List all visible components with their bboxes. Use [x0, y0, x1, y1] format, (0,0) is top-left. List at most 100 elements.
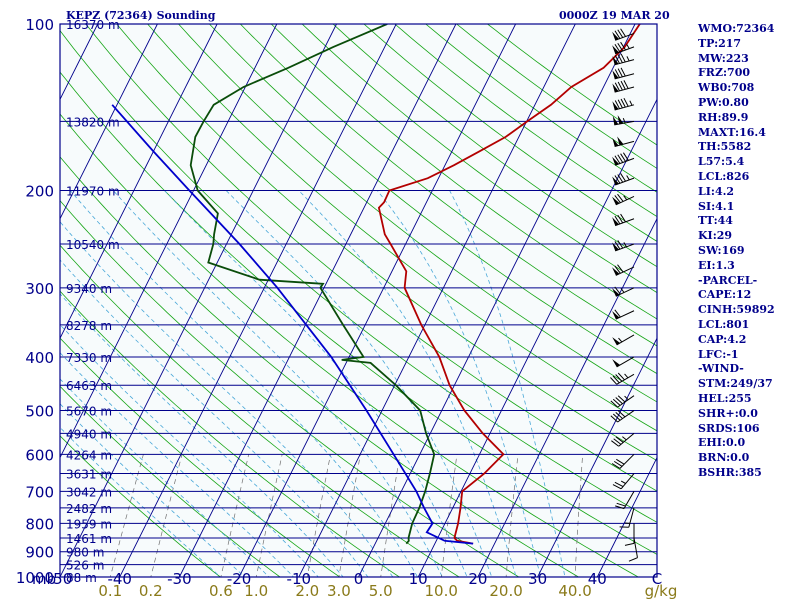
wind-barb-flag — [611, 463, 621, 469]
mixing-ratio-line — [109, 454, 144, 577]
mixing-ratio-tick-label: 3.0 — [327, 582, 351, 600]
dry-adiabat-line — [60, 435, 221, 577]
wind-barb-flag — [620, 41, 626, 51]
dry-adiabat-line — [209, 24, 657, 375]
dry-adiabat-line — [240, 24, 657, 347]
dry-adiabat-line — [116, 24, 657, 462]
wind-barb-pennant — [612, 196, 620, 205]
dry-adiabat-line — [332, 24, 657, 268]
wind-barb-flag — [620, 213, 626, 223]
dry-adiabat-line — [60, 156, 579, 577]
chart-traces — [111, 24, 641, 545]
moist-adiabat-line — [376, 190, 542, 577]
stat-line: SW:169 — [698, 243, 745, 257]
temperature-tick-label: -20 — [227, 570, 252, 588]
dry-adiabat-line — [147, 24, 657, 432]
wind-barb-flag — [614, 82, 620, 92]
mixing-ratio-line — [574, 454, 584, 577]
wind-barb-staff — [617, 395, 635, 408]
stat-line: SI:4.1 — [698, 199, 735, 213]
moist-adiabat-line — [60, 426, 221, 577]
wind-barb-staff — [615, 157, 635, 166]
height-level-label: 13820 m — [66, 115, 120, 129]
dry-adiabat-line — [85, 24, 657, 492]
isotherm-line — [537, 337, 657, 577]
wind-barb-staff — [614, 104, 635, 111]
mixing-ratio-tick-label: 40.0 — [558, 582, 591, 600]
wind-barb-pennant — [612, 337, 621, 345]
isotherm-line — [60, 24, 278, 459]
wind-barb-pennant — [612, 70, 619, 79]
stat-line: WMO:72364 — [698, 22, 775, 35]
temperature-trace — [377, 24, 641, 545]
height-level-label: 5670 m — [66, 405, 112, 419]
wind-barb-flag — [617, 154, 624, 163]
stat-line: TP:217 — [698, 36, 742, 50]
isotherm-line — [477, 217, 657, 577]
wind-barb-flag — [617, 395, 626, 403]
wind-barb-halfflag — [622, 436, 627, 441]
isotherm-line — [178, 24, 457, 577]
wind-barb-staff — [616, 356, 635, 368]
pressure-tick-label: 1000 — [16, 569, 54, 587]
mixing-ratio-unit-label: g/kg — [645, 582, 678, 600]
height-level-label: 8278 m — [66, 319, 112, 333]
wind-barb-flag — [614, 55, 620, 64]
mixing-ratio-tick-label: 5.0 — [369, 582, 393, 600]
moist-adiabat-line — [60, 403, 246, 577]
wind-barb-flag — [620, 67, 626, 77]
moist-adiabat-line — [60, 352, 295, 577]
wind-barb-pennant — [612, 115, 619, 125]
stat-line: -WIND- — [698, 362, 744, 376]
wind-barb-staff — [616, 334, 635, 346]
wind-barb-flag — [614, 175, 621, 184]
dry-adiabat-line — [394, 24, 657, 218]
moist-adiabat-line — [60, 293, 344, 577]
mixing-ratio-line — [338, 454, 361, 577]
stat-line: KI:29 — [698, 229, 733, 243]
stat-line: FRZ:700 — [698, 66, 751, 80]
wind-barb-staff — [615, 243, 635, 252]
wind-barb-pennant — [612, 83, 619, 93]
moist-adiabat-line — [69, 190, 419, 577]
wind-barb-flag — [616, 502, 626, 507]
height-level-label: 7330 m — [66, 351, 112, 365]
wind-barb-halfflag — [620, 480, 626, 484]
wind-barb-staff — [620, 473, 635, 490]
temperature-tick-label: 30 — [528, 570, 547, 588]
wind-barb-flag — [617, 81, 623, 91]
wind-barb-flag — [612, 413, 621, 421]
dry-adiabat-line — [60, 244, 460, 577]
wind-barb-flag — [628, 557, 638, 562]
mixing-ratio-line — [380, 454, 401, 577]
dry-adiabat-line — [487, 24, 657, 146]
stat-line: WB0:708 — [698, 81, 755, 95]
wind-barb-flag — [620, 53, 626, 63]
mixing-ratio-tick-label: 0.1 — [98, 582, 122, 600]
height-level-label: 4264 m — [66, 448, 112, 462]
stat-line: LCL:826 — [698, 169, 750, 183]
wind-barb-flag — [617, 410, 626, 418]
stat-line: EHI:0.0 — [698, 436, 746, 450]
moist-adiabat-line — [164, 190, 468, 577]
wind-barb-staff — [623, 491, 635, 509]
stat-line: LI:4.2 — [698, 184, 735, 198]
pressure-tick-label: 800 — [25, 515, 54, 533]
wind-barb-staff — [615, 195, 635, 206]
dry-adiabat-line — [60, 337, 340, 577]
wind-barb-flag — [615, 505, 625, 510]
wind-barb-flag — [614, 195, 621, 204]
parcel-trace — [111, 104, 474, 545]
wind-barb-halfflag — [624, 395, 629, 401]
wind-barb-pennant — [612, 156, 619, 166]
stat-line: CAPE:12 — [698, 288, 752, 302]
wind-barb-halfflag — [622, 118, 626, 124]
wind-barb-pennant — [612, 359, 621, 367]
moist-adiabat-line — [60, 259, 369, 577]
wind-barb-halfflag — [626, 43, 630, 49]
stat-line: BRN:0.0 — [698, 451, 750, 465]
height-level-label: 10540 m — [66, 238, 120, 252]
height-level-label: 980 m — [66, 546, 104, 560]
wind-barb-flag — [617, 264, 624, 273]
